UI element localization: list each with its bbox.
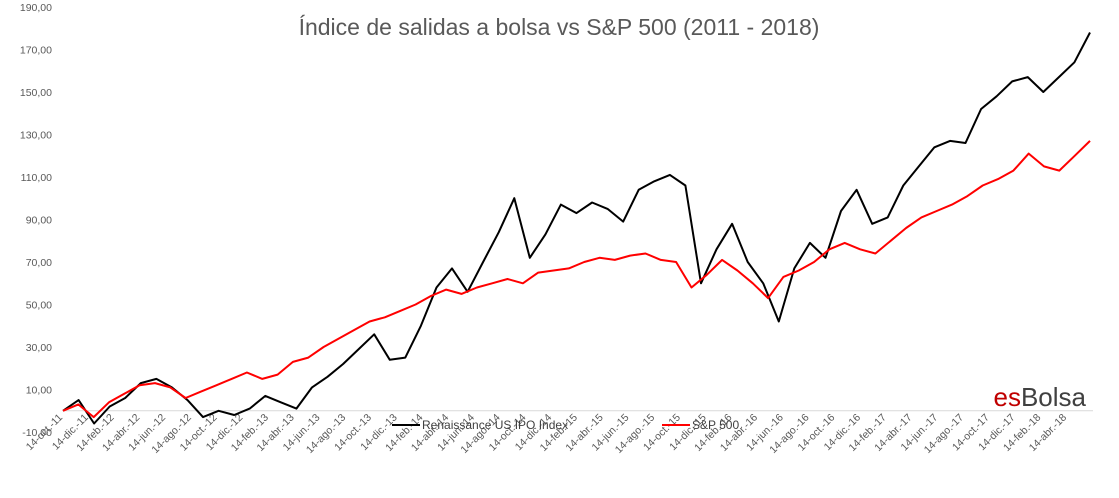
legend-label: Renaissance US IPO Index: [422, 418, 568, 432]
y-tick-label: 90,00: [26, 215, 52, 227]
chart-title: Índice de salidas a bolsa vs S&P 500 (20…: [299, 14, 820, 40]
y-tick-label: 70,00: [26, 257, 52, 269]
series-lines: [62, 32, 1091, 425]
y-axis-ticks: -10,00 10,00 30,00 50,00 70,00 90,00 110,00 130…: [20, 2, 52, 439]
brand-logo: esBolsa: [993, 382, 1086, 412]
series-line-ipo-index: [62, 32, 1091, 425]
y-tick-label: 190,00: [20, 2, 52, 14]
y-tick-label: 110,00: [21, 172, 52, 184]
y-tick-label: 50,00: [26, 300, 52, 312]
y-tick-label: -10,00: [22, 427, 52, 439]
y-tick-label: 170,00: [20, 45, 52, 57]
series-line-sp500: [62, 140, 1091, 419]
brand-es: es: [993, 382, 1020, 412]
legend: Renaissance US IPO Index S&P 500: [392, 418, 739, 432]
brand-bolsa: Bolsa: [1021, 382, 1087, 412]
legend-label: S&P 500: [692, 418, 739, 432]
svg-text:esBolsa: esBolsa: [993, 382, 1086, 412]
y-tick-label: 30,00: [26, 342, 52, 354]
y-tick-label: 150,00: [20, 87, 52, 99]
y-tick-label: 10,00: [26, 385, 52, 397]
y-tick-label: 130,00: [20, 130, 52, 142]
